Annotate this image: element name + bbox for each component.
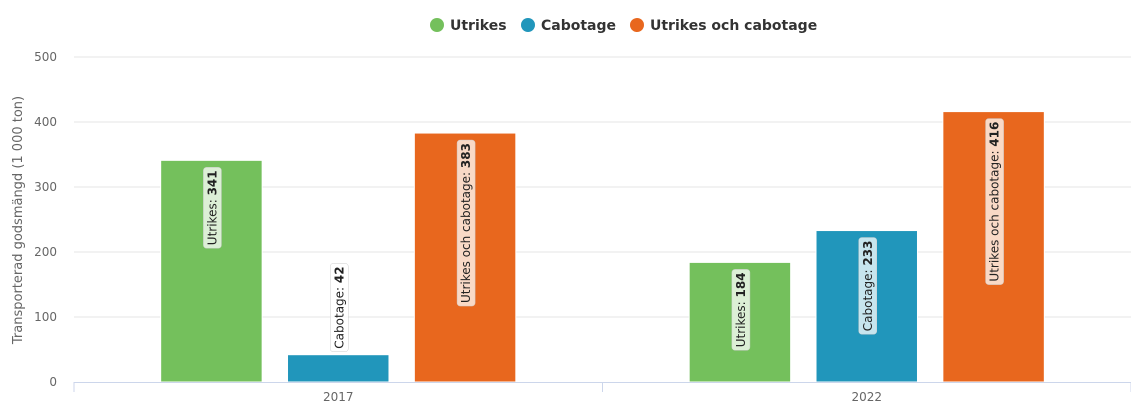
legend-item[interactable]: Cabotage — [541, 18, 616, 34]
data-label: Utrikes och cabotage: 383 — [456, 139, 476, 307]
legend-item[interactable]: Utrikes och cabotage — [650, 18, 817, 34]
x-tick-label: 2017 — [323, 390, 354, 403]
y-tick-label: 200 — [34, 245, 57, 259]
svg-text:Utrikes och cabotage: 416: Utrikes och cabotage: 416 — [987, 122, 1001, 282]
x-tick-label: 2022 — [851, 390, 882, 403]
legend-marker — [430, 18, 444, 32]
bars — [160, 111, 1045, 383]
svg-text:Cabotage: 42: Cabotage: 42 — [332, 266, 346, 348]
legend-marker — [521, 18, 535, 32]
data-label: Cabotage: 42 — [330, 263, 349, 352]
y-tick-label: 300 — [34, 180, 57, 194]
y-axis-ticks: 0 100 200 300 400 500 — [34, 50, 57, 389]
data-label: Utrikes och cabotage: 416 — [985, 118, 1004, 285]
svg-text:Utrikes: 341: Utrikes: 341 — [205, 170, 219, 245]
y-axis-label: Transporterad godsmängd (1 000 ton) — [11, 96, 26, 345]
svg-text:Utrikes: 184: Utrikes: 184 — [733, 272, 747, 347]
svg-text:Cabotage: 233: Cabotage: 233 — [860, 241, 874, 332]
y-tick-label: 100 — [34, 310, 57, 324]
data-label: Utrikes: 341 — [203, 167, 222, 249]
legend-item[interactable]: Utrikes — [450, 18, 507, 34]
x-axis: 2017 2022 — [73, 382, 1131, 403]
y-tick-label: 400 — [34, 115, 57, 129]
bar — [287, 354, 390, 383]
legend: Utrikes Cabotage Utrikes och cabotage — [430, 18, 817, 34]
y-tick-label: 500 — [34, 50, 57, 64]
svg-text:Utrikes och cabotage: 383: Utrikes och cabotage: 383 — [459, 143, 473, 303]
data-label: Cabotage: 233 — [858, 237, 877, 335]
data-label: Utrikes: 184 — [731, 269, 751, 351]
y-tick-label: 0 — [49, 375, 57, 389]
legend-marker — [630, 18, 644, 32]
data-labels: Utrikes: 341 Utrikes: 184 Cabotage: 42 Cabo… — [203, 118, 1004, 352]
